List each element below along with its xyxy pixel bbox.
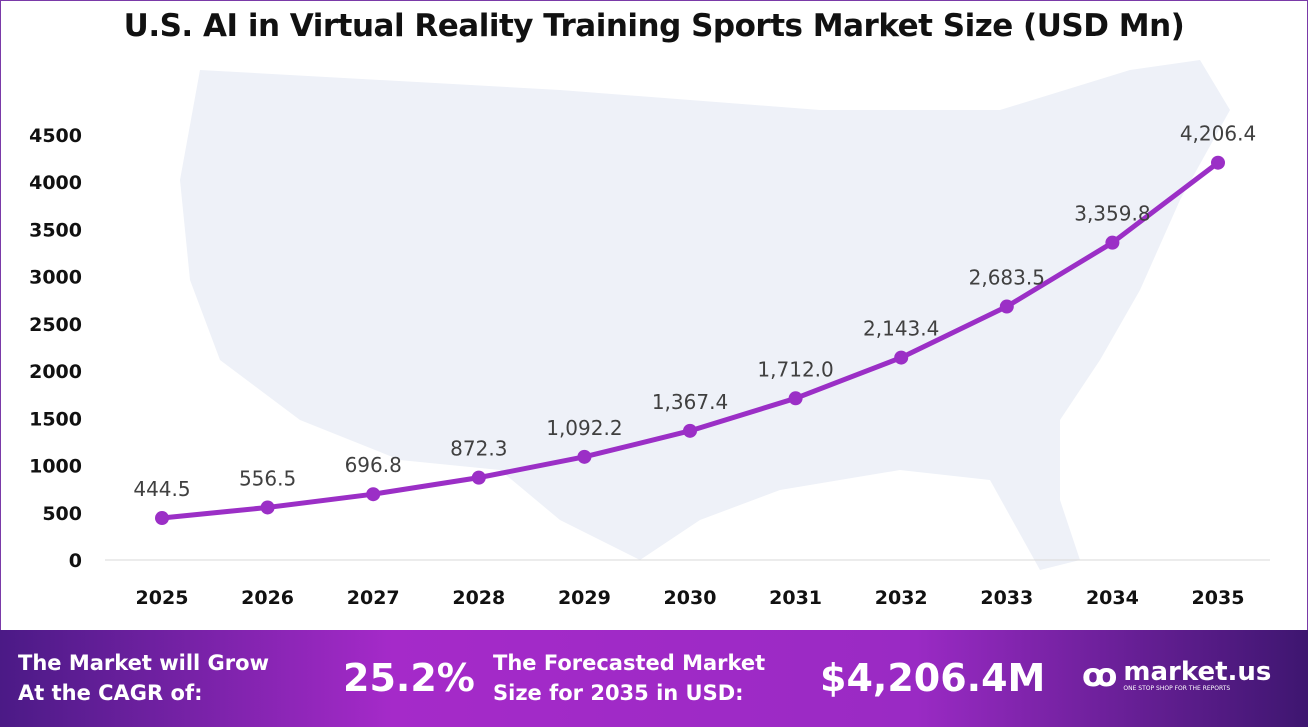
data-point (260, 500, 275, 515)
data-point (999, 299, 1014, 314)
data-point (1105, 235, 1120, 250)
data-point (155, 511, 169, 526)
data-point (577, 449, 592, 464)
y-tick-label: 0 (69, 550, 82, 572)
x-tick-label: 2028 (452, 587, 505, 609)
data-label: 3,359.8 (1074, 202, 1150, 226)
y-tick-label: 4000 (29, 172, 82, 194)
chart-title: U.S. AI in Virtual Reality Training Spor… (123, 8, 1185, 44)
cagr-label-line1: The Market will Grow (18, 651, 269, 675)
data-label: 1,367.4 (652, 390, 728, 414)
x-tick-label: 2025 (136, 587, 189, 609)
line-chart: 0 500 1000 1500 2000 2500 3000 3500 4000 4500 2025… (29, 60, 1270, 609)
market-us-logo: ꝏ market.us ONE STOP SHOP FOR THE REPORTS (1082, 656, 1271, 694)
forecast-label-line2: Size for 2035 in USD: (493, 681, 744, 705)
data-point (788, 391, 803, 406)
x-tick-label: 2031 (769, 587, 822, 609)
data-label: 4,206.4 (1180, 122, 1256, 146)
x-tick-label: 2034 (1086, 587, 1139, 609)
x-tick-label: 2032 (875, 587, 928, 609)
us-map-watermark (180, 60, 1230, 570)
data-point (366, 487, 381, 502)
data-label: 444.5 (133, 477, 190, 501)
x-tick-label: 2035 (1192, 587, 1245, 609)
x-tick-label: 2033 (980, 587, 1033, 609)
data-label: 2,683.5 (969, 266, 1045, 290)
cagr-label-line2: At the CAGR of: (18, 681, 203, 705)
data-point (894, 350, 909, 365)
y-tick-label: 3000 (29, 267, 82, 289)
data-label: 872.3 (450, 437, 507, 461)
forecast-label-line1: The Forecasted Market (493, 651, 766, 675)
x-tick-label: 2030 (664, 587, 717, 609)
y-tick-label: 1000 (29, 456, 82, 478)
data-point (683, 423, 697, 438)
x-tick-label: 2026 (241, 587, 294, 609)
data-label: 696.8 (345, 453, 402, 477)
y-tick-label: 2500 (29, 314, 82, 336)
data-label: 1,092.2 (546, 416, 622, 440)
y-tick-label: 4500 (29, 125, 82, 147)
x-tick-label: 2027 (347, 587, 400, 609)
logo-text: market.us (1123, 656, 1272, 687)
data-point (471, 470, 486, 485)
logo-icon: ꝏ (1082, 656, 1118, 694)
x-tick-label: 2029 (558, 587, 611, 609)
cagr-value: 25.2% (343, 656, 475, 700)
data-label: 2,143.4 (863, 317, 939, 341)
cagr-label: The Market will Grow At the CAGR of: (18, 648, 269, 708)
y-tick-label: 3500 (29, 219, 82, 241)
summary-banner: The Market will Grow At the CAGR of: 25.2… (0, 630, 1308, 727)
y-tick-label: 500 (42, 503, 82, 525)
data-label: 556.5 (239, 466, 296, 490)
y-tick-label: 1500 (29, 408, 82, 430)
data-label: 1,712.0 (757, 357, 833, 381)
forecast-label: The Forecasted Market Size for 2035 in US… (493, 648, 765, 708)
data-point (1211, 155, 1225, 170)
logo-tagline: ONE STOP SHOP FOR THE REPORTS (1123, 684, 1231, 692)
forecast-value: $4,206.4M (820, 656, 1046, 700)
y-tick-label: 2000 (29, 361, 82, 383)
